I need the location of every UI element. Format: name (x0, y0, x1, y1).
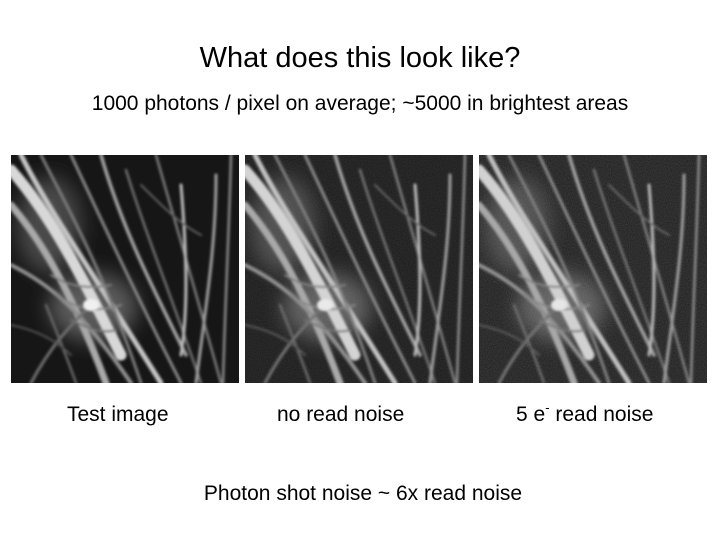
fiber-micrograph (479, 155, 707, 383)
caption-no-read-noise: no read noise (277, 403, 405, 426)
footer-note: Photon shot noise ~ 6x read noise (203, 482, 523, 505)
slide-title: What does this look like? (199, 42, 521, 74)
slide-subtitle: 1000 photons / pixel on average; ~5000 i… (91, 92, 629, 115)
test-image (11, 155, 239, 383)
caption-read-noise-suffix: read noise (549, 403, 654, 426)
caption-test-image: Test image (67, 403, 169, 426)
fiber-micrograph (11, 155, 239, 383)
no-read-noise-image (245, 155, 473, 383)
fiber-micrograph (245, 155, 473, 383)
caption-read-noise-prefix: 5 e (516, 403, 546, 426)
read-noise-image (479, 155, 707, 383)
caption-read-noise: 5 e- read noise (516, 401, 653, 429)
caption-read-noise-superscript: - (545, 400, 550, 415)
